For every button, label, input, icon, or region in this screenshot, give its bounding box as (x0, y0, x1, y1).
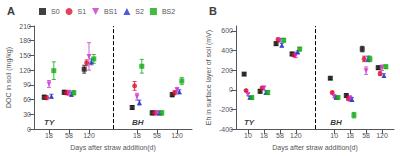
svg-text:150: 150 (19, 52, 31, 59)
svg-text:18: 18 (260, 132, 268, 139)
svg-text:0: 0 (27, 126, 31, 133)
svg-text:90: 90 (23, 81, 31, 88)
svg-text:400: 400 (221, 47, 233, 54)
svg-text:120: 120 (83, 132, 95, 139)
svg-text:58: 58 (276, 132, 284, 139)
svg-text:30: 30 (23, 111, 31, 118)
svg-text:-400: -400 (219, 126, 233, 133)
svg-text:200: 200 (221, 67, 233, 74)
svg-text:120: 120 (19, 67, 31, 74)
svg-text:120: 120 (376, 132, 388, 139)
svg-text:TY: TY (244, 118, 255, 127)
svg-text:120: 120 (171, 132, 183, 139)
svg-text:DOC in soil (mg/kg): DOC in soil (mg/kg) (5, 47, 13, 108)
svg-text:Eh in surface layer of soil (m: Eh in surface layer of soil (mV) (205, 30, 213, 125)
svg-text:Days after straw addition(d): Days after straw addition(d) (272, 144, 358, 152)
svg-text:S2: S2 (135, 8, 144, 15)
svg-text:BH: BH (330, 118, 342, 127)
svg-text:600: 600 (221, 27, 233, 34)
svg-text:0: 0 (229, 86, 233, 93)
svg-text:210: 210 (19, 23, 31, 30)
svg-text:S0: S0 (51, 8, 60, 15)
svg-text:A: A (7, 5, 15, 17)
svg-text:120: 120 (290, 132, 302, 139)
svg-text:18: 18 (133, 132, 141, 139)
svg-text:Days after straw addition(d): Days after straw addition(d) (70, 144, 156, 152)
svg-text:10: 10 (244, 132, 252, 139)
svg-text:58: 58 (362, 132, 370, 139)
svg-text:18: 18 (346, 132, 354, 139)
svg-text:BH: BH (132, 118, 144, 127)
svg-text:58: 58 (153, 132, 161, 139)
svg-text:10: 10 (330, 132, 338, 139)
svg-text:58: 58 (65, 132, 73, 139)
svg-text:BS1: BS1 (104, 8, 117, 15)
svg-text:B: B (209, 5, 217, 17)
svg-text:60: 60 (23, 96, 31, 103)
svg-text:-200: -200 (219, 106, 233, 113)
svg-text:BS2: BS2 (162, 8, 175, 15)
svg-text:18: 18 (45, 132, 53, 139)
svg-text:S1: S1 (78, 8, 87, 15)
svg-text:TY: TY (44, 118, 55, 127)
svg-text:180: 180 (19, 37, 31, 44)
